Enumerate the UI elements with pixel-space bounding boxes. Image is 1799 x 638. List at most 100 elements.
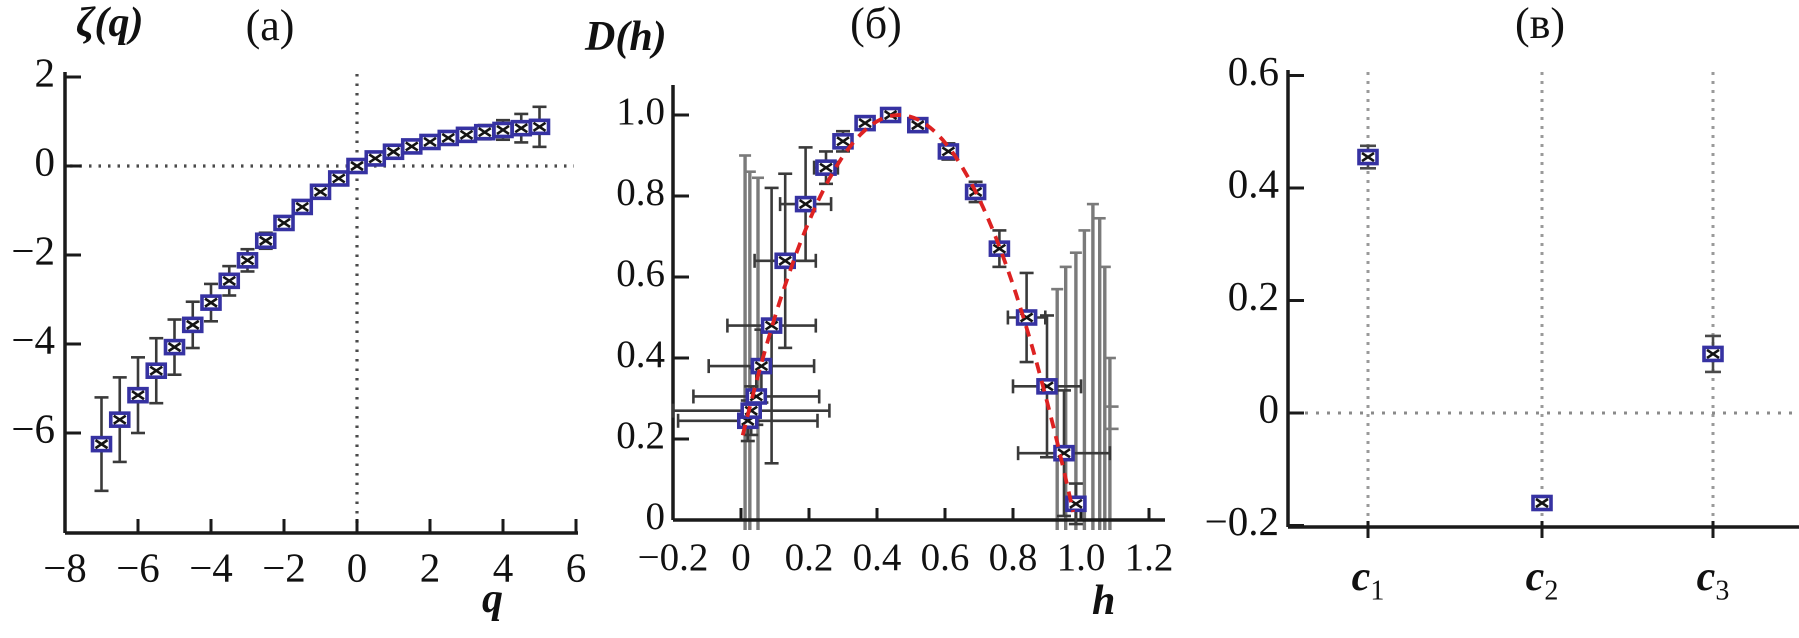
y-tick-label: 0.6 — [616, 252, 665, 295]
marker-cross-line — [350, 160, 364, 172]
data-point-marker — [419, 133, 441, 151]
category-label-c1: c1 — [1351, 554, 1385, 607]
marker-cross-line — [1535, 497, 1549, 509]
y-tick-label: −4 — [11, 316, 55, 362]
data-point-marker — [400, 138, 423, 155]
x-tick-label: 4 — [493, 544, 514, 590]
data-point-marker — [218, 272, 241, 290]
marker-cross-line — [819, 162, 833, 173]
marker-cross-line — [858, 118, 872, 129]
y-tick-label: 0.2 — [616, 414, 665, 457]
marker-cross-line — [749, 391, 764, 402]
panel-b-x-axis-title: h — [1092, 578, 1116, 624]
marker-cross-line — [764, 320, 779, 331]
data-point-marker — [108, 411, 131, 428]
data-point-marker — [382, 143, 405, 161]
y-tick-label: −6 — [11, 405, 55, 451]
data-point-marker — [273, 214, 295, 232]
data-point-marker — [327, 170, 350, 187]
data-point-marker — [127, 386, 149, 404]
y-tick-label: 0.4 — [616, 333, 665, 376]
x-tick-label: 0 — [347, 544, 368, 590]
x-tick-label: 0 — [731, 536, 751, 579]
data-point-marker — [200, 294, 222, 311]
y-tick-label: 0.4 — [1228, 160, 1279, 206]
marker-cross-line — [259, 235, 273, 246]
y-tick-label: 0 — [35, 138, 56, 184]
marker-cross-line — [1069, 498, 1083, 509]
marker-cross-line — [941, 146, 956, 157]
panel-a-y-axis-title: ζ(q) — [76, 0, 144, 46]
data-point-marker — [437, 129, 460, 147]
data-point-marker — [309, 183, 332, 201]
data-point-marker — [254, 232, 277, 250]
x-tick-label: 0.2 — [785, 536, 834, 579]
data-point-marker — [774, 252, 796, 270]
marker-cross-line — [240, 255, 255, 266]
marker-cross-line — [277, 217, 291, 229]
y-tick-label: −0.2 — [1205, 498, 1279, 544]
x-tick-label: 6 — [566, 544, 587, 590]
marker-cross-line — [911, 120, 925, 131]
data-point-marker — [740, 402, 762, 419]
panel-a-x-axis-title: q — [482, 576, 503, 622]
marker-cross-line — [754, 361, 769, 372]
marker-cross-line — [992, 243, 1007, 254]
y-tick-label: 2 — [35, 49, 56, 95]
marker-cross-line — [113, 414, 127, 425]
marker-cross-line — [295, 201, 309, 213]
data-point-marker — [455, 126, 478, 144]
marker-cross-line — [167, 342, 182, 353]
data-point-marker — [145, 362, 168, 380]
x-tick-label: 1.0 — [1057, 536, 1106, 579]
data-point-marker — [291, 198, 314, 216]
marker-cross-line — [514, 123, 528, 134]
panel-a-title: (a) — [245, 1, 295, 50]
marker-cross-line — [313, 186, 328, 197]
y-tick-label: 0.8 — [616, 171, 665, 214]
x-tick-label: −4 — [189, 544, 233, 590]
panel-b-plot: −0.2 0 0.2 0.4 0.6 0.8 1.0 1.200.20.40.60.81.0 — [616, 85, 1173, 579]
data-point-marker — [794, 195, 817, 213]
marker-cross-line — [441, 132, 455, 144]
marker-cross-line — [186, 319, 200, 330]
panel-a-plot: 2 0 −2 −4 −6 −8 −6 −4 −2 0 2 4 6 — [11, 49, 587, 590]
marker-cross-line — [332, 173, 346, 184]
marker-cross-line — [1361, 151, 1375, 163]
panel-b-title: (б) — [850, 0, 902, 48]
data-point-marker — [510, 119, 533, 137]
fit-curve-dashed — [740, 113, 1076, 513]
category-label-c2: c2 — [1525, 554, 1559, 607]
y-tick-label: −2 — [11, 227, 55, 273]
data-point-marker — [181, 316, 204, 334]
marker-cross-line — [532, 121, 547, 132]
y-tick-label: 0.6 — [1228, 48, 1279, 94]
panel-b-y-axis-title: D(h) — [585, 14, 667, 60]
x-tick-label: −0.2 — [638, 536, 709, 579]
marker-cross-line — [222, 275, 236, 286]
category-label-c3: c3 — [1696, 554, 1730, 607]
marker-cross-line — [478, 127, 492, 138]
marker-cross-line — [94, 439, 109, 450]
x-tick-label: 0.6 — [921, 536, 970, 579]
y-tick-label: 0.2 — [1228, 273, 1279, 319]
data-point-marker — [1053, 444, 1075, 462]
panel-c-title: (в) — [1514, 0, 1566, 48]
marker-cross-line — [386, 146, 401, 157]
data-point-marker — [832, 133, 854, 150]
data-point-marker — [1357, 148, 1379, 166]
data-point-marker — [760, 317, 783, 334]
x-tick-label: 0.4 — [853, 536, 902, 579]
marker-cross-line — [459, 129, 474, 140]
data-point-marker — [364, 150, 387, 167]
x-tick-label: 0.8 — [989, 536, 1038, 579]
data-point-marker — [90, 435, 113, 453]
marker-cross-line — [368, 153, 382, 164]
data-point-marker — [815, 159, 837, 176]
marker-cross-line — [423, 136, 437, 148]
marker-cross-line — [798, 199, 813, 210]
marker-cross-line — [131, 390, 145, 401]
x-tick-label: 2 — [420, 544, 441, 590]
data-point-marker — [1702, 345, 1724, 363]
